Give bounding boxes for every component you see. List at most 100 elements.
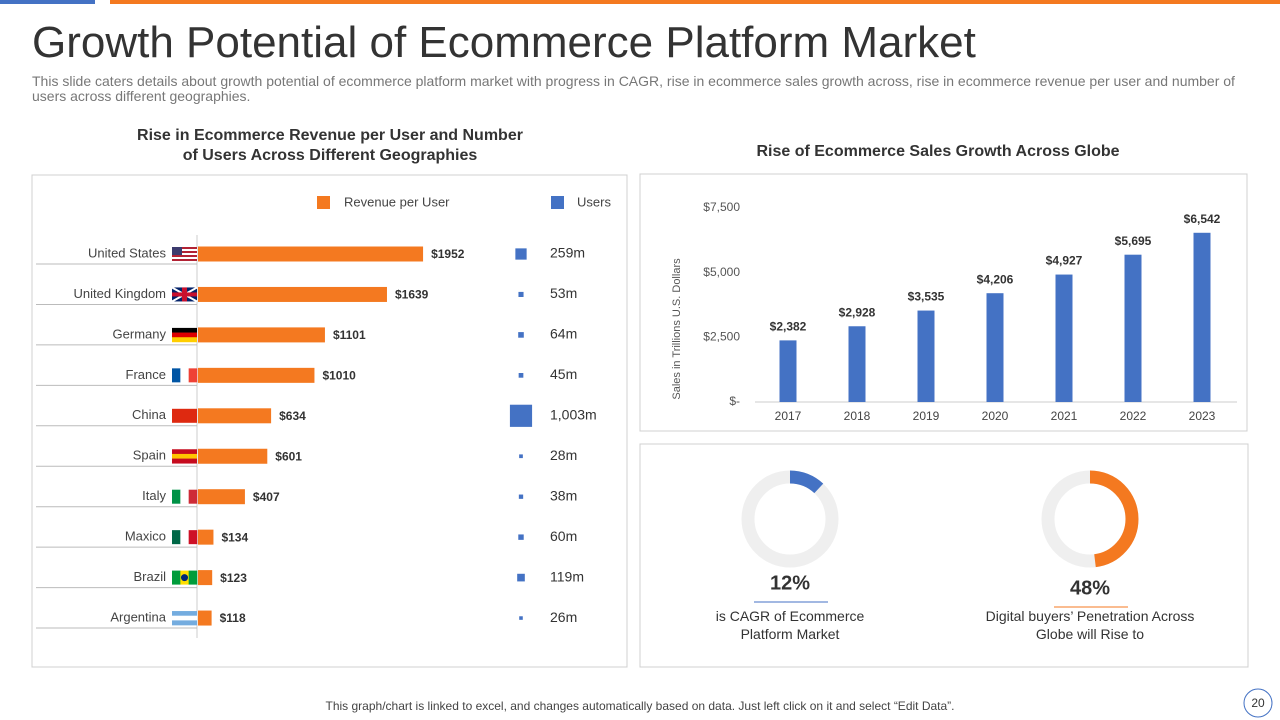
flag — [172, 257, 197, 259]
value-label: 1,003m — [550, 407, 597, 423]
value-label: $2,928 — [839, 305, 876, 319]
user-square — [518, 373, 524, 378]
donut-caption: Digital buyers’ Penetration Across Globe… — [985, 608, 1195, 642]
bar — [986, 293, 1004, 402]
x-tick-label: 2021 — [1051, 409, 1078, 423]
slide-subtitle: This slide caters details about growth p… — [32, 73, 1235, 104]
flag — [172, 408, 197, 423]
category-label: United Kingdom — [74, 286, 167, 301]
accent-bar — [0, 0, 95, 4]
bar — [848, 326, 866, 402]
bar — [198, 246, 424, 262]
flag — [172, 327, 197, 333]
value-label: 119m — [550, 568, 584, 584]
user-square — [515, 248, 527, 260]
y-tick-label: $2,500 — [703, 330, 740, 344]
value-label: $134 — [221, 530, 248, 544]
donut-caption: is CAGR of Ecommerce Platform Market — [715, 608, 865, 642]
value-label: $6,542 — [1184, 212, 1221, 226]
value-label: 64m — [550, 326, 577, 342]
legend-swatch — [551, 196, 564, 209]
value-label: $4,927 — [1046, 254, 1083, 268]
donut-arc — [741, 470, 839, 568]
category-label: France — [126, 367, 166, 382]
value-label: $5,695 — [1115, 234, 1152, 248]
page-number: 20 — [1251, 696, 1265, 710]
value-label: 53m — [550, 285, 577, 301]
value-label: $4,206 — [977, 272, 1014, 286]
flag — [172, 249, 197, 251]
user-square — [518, 291, 524, 297]
legend-label: Revenue per User — [344, 194, 450, 209]
bar — [198, 529, 214, 545]
flag — [180, 368, 189, 383]
bar — [198, 610, 212, 626]
bar — [1193, 232, 1211, 402]
user-square — [509, 404, 533, 427]
donut-track — [741, 470, 839, 568]
flag — [172, 247, 197, 249]
user-square — [517, 573, 525, 582]
panel — [639, 173, 1248, 432]
flag — [172, 453, 197, 459]
flag — [172, 337, 197, 343]
x-tick-label: 2023 — [1189, 409, 1216, 423]
category-label: Spain — [133, 448, 166, 463]
category-label: China — [132, 407, 167, 422]
bar — [198, 367, 315, 383]
flag — [172, 255, 197, 257]
value-label: $407 — [253, 490, 280, 504]
flag — [188, 570, 198, 585]
value-label: 38m — [550, 487, 577, 503]
chart-title: Rise of Ecommerce Sales Growth Across Gl… — [756, 143, 1120, 160]
flag — [188, 368, 198, 383]
value-label: $601 — [275, 449, 302, 463]
y-tick-label: $- — [729, 394, 740, 408]
slide-title: Growth Potential of Ecommerce Platform M… — [32, 18, 976, 67]
bar — [1124, 254, 1142, 402]
user-square — [518, 332, 524, 338]
flag — [172, 615, 197, 621]
donut-value: 48% — [1070, 577, 1110, 599]
bar — [198, 448, 268, 464]
value-label: $1010 — [322, 369, 356, 383]
value-label: $123 — [220, 571, 247, 585]
flag — [180, 489, 189, 504]
flag — [172, 259, 197, 261]
bar — [917, 310, 935, 402]
flag — [172, 458, 197, 464]
value-label: $3,535 — [908, 290, 945, 304]
user-square — [519, 454, 523, 459]
flag — [188, 530, 198, 545]
flag — [172, 292, 197, 297]
value-label: 45m — [550, 366, 577, 382]
value-label: 60m — [550, 528, 577, 544]
category-label: Brazil — [133, 569, 166, 584]
flag — [181, 574, 188, 582]
flag — [172, 251, 197, 253]
flag — [180, 530, 189, 545]
y-tick-label: $7,500 — [703, 200, 740, 214]
value-label: 259m — [550, 245, 585, 261]
user-square — [518, 534, 524, 540]
accent-bar — [110, 0, 1280, 4]
flag — [172, 368, 181, 383]
value-label: $1952 — [431, 247, 465, 261]
x-tick-label: 2020 — [982, 409, 1009, 423]
value-label: $634 — [279, 409, 306, 423]
value-label: $1639 — [395, 288, 429, 302]
donut-arc — [1041, 470, 1139, 568]
flag — [172, 570, 181, 585]
category-label: Argentina — [110, 609, 166, 624]
flag — [172, 449, 197, 455]
value-label: $2,382 — [770, 320, 807, 334]
x-tick-label: 2017 — [775, 409, 802, 423]
flag — [172, 332, 197, 338]
x-tick-label: 2022 — [1120, 409, 1147, 423]
value-label: $118 — [220, 611, 246, 625]
flag — [172, 620, 197, 626]
flag — [172, 489, 181, 504]
category-label: Italy — [142, 488, 166, 503]
